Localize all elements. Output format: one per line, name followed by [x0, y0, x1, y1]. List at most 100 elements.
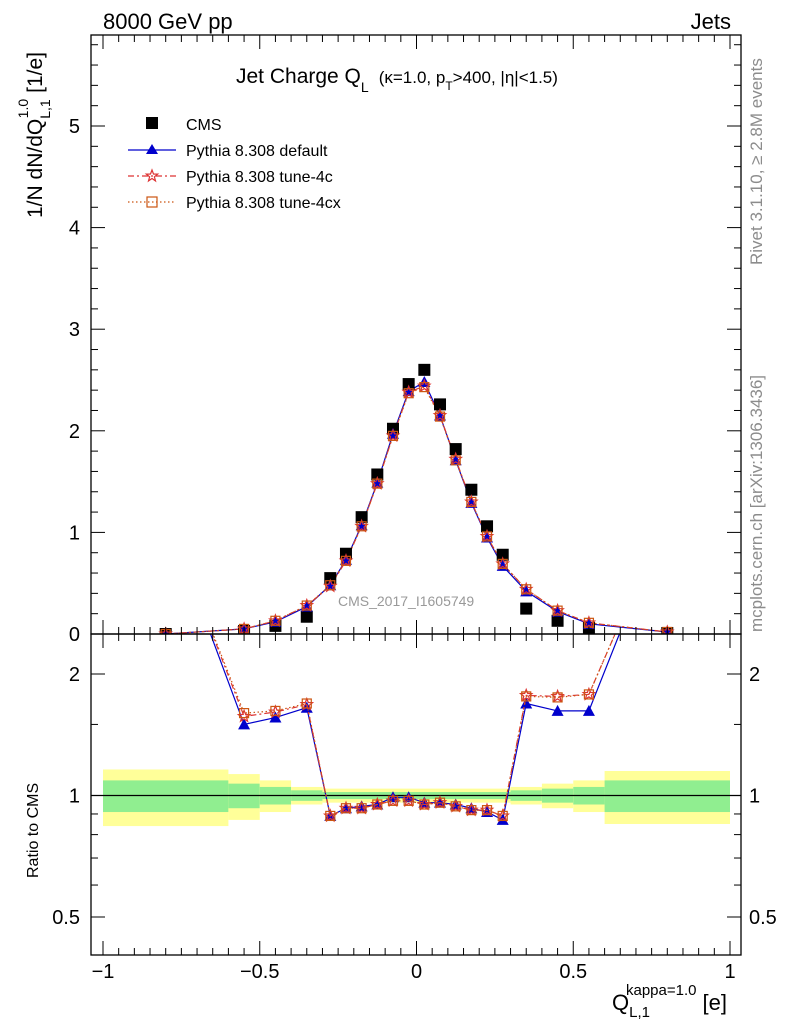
analysis-watermark: CMS_2017_I1605749 — [338, 593, 474, 609]
ratio-point-series-2 — [497, 810, 508, 822]
legend-label-tune4cx: Pythia 8.308 tune-4cx — [186, 195, 341, 212]
ratio-point-series-2 — [356, 803, 367, 814]
ratio-point-series-2 — [466, 805, 477, 816]
plot-title-cuts: (κ=1.0, p — [379, 68, 446, 87]
ratio-point-series-0 — [269, 711, 282, 723]
legend: CMS Pythia 8.308 default Pythia 8.308 tu… — [128, 117, 341, 212]
x-tick-label: −1 — [92, 961, 115, 983]
ratio-y-tick-label: 1 — [69, 786, 80, 808]
plot-title: Jet Charge QL (κ=1.0, pT>400, |η|<1.5) — [236, 65, 558, 95]
main-point-series-0 — [520, 602, 533, 615]
x-axis-label-unit: [e] — [702, 990, 726, 1015]
plot-title-main: Jet Charge Q — [236, 65, 361, 88]
legend-label-default: Pythia 8.308 default — [186, 143, 328, 160]
ratio-point-series-2 — [583, 689, 595, 700]
x-axis-label: QL,1 kappa=1.0 [e] — [612, 982, 727, 1021]
ratio-point-series-2 — [270, 705, 281, 717]
ratio-point-series-2 — [238, 708, 250, 719]
main-point-series-3 — [552, 605, 563, 616]
ratio-point-series-2 — [301, 698, 312, 709]
legend-label-cms: CMS — [186, 117, 222, 134]
main-y-tick-label: 1 — [69, 522, 80, 544]
legend-marker-cms — [146, 117, 158, 129]
ratio-point-series-2 — [325, 810, 336, 822]
main-point-series-3 — [419, 382, 430, 393]
ratio-series-line-1 — [211, 634, 616, 817]
ratio-point-series-0 — [520, 697, 533, 709]
ratio-uncertainty-bands — [103, 769, 730, 827]
main-point-series-3 — [497, 558, 508, 569]
main-y-tick-label: 5 — [69, 116, 80, 138]
ratio-point-series-2 — [403, 795, 414, 806]
legend-marker-tune4cx — [146, 196, 158, 208]
ratio-series-line-0 — [209, 634, 621, 821]
main-point-series-0 — [402, 378, 415, 391]
main-y-tick-label: 2 — [69, 421, 80, 443]
ratio-point-series-2 — [387, 795, 399, 806]
main-point-series-0 — [418, 363, 431, 376]
ratio-y-tick-label-right: 0.5 — [749, 907, 777, 929]
ratio-point-series-2 — [434, 797, 446, 808]
x-axis-label-superscript: kappa=1.0 — [626, 982, 696, 999]
main-point-series-3 — [270, 615, 281, 626]
ratio-y-tick-label: 0.5 — [52, 907, 80, 929]
legend-marker-default — [146, 144, 158, 154]
main-point-series-0 — [300, 610, 313, 623]
ratio-point-series-2 — [552, 692, 563, 703]
main-point-series-3 — [387, 430, 399, 441]
main-point-series-0 — [496, 548, 509, 561]
header-category: Jets — [691, 9, 731, 34]
ratio-y-tick-label-right: 1 — [749, 786, 760, 808]
ratio-point-series-2 — [340, 803, 352, 814]
x-tick-label: −0.5 — [240, 961, 279, 983]
main-point-series-0 — [551, 614, 564, 627]
main-y-axis-label-text: 1/N dN/dQ — [24, 119, 47, 218]
plot-dynamic-layer: 0 1 2 3 4 5 0.5 0.5 1 1 2 2 −1 −0.5 0 0.5 1 — [52, 34, 777, 983]
ratio-point-series-0 — [551, 704, 564, 716]
ratio-y-tick-label-right: 2 — [749, 664, 760, 686]
main-point-series-3 — [340, 555, 352, 566]
main-point-series-3 — [481, 531, 493, 542]
main-y-axis-label-unit: [1/e] — [24, 52, 47, 93]
ratio-band-inner — [103, 780, 229, 813]
main-point-series-3 — [356, 521, 367, 532]
main-point-series-3 — [301, 600, 312, 611]
ratio-point-series-2 — [450, 801, 461, 812]
plot-title-main-subscript: L — [361, 79, 369, 95]
main-point-series-3 — [434, 411, 446, 422]
main-y-tick-label: 4 — [69, 218, 80, 240]
main-point-series-0 — [465, 483, 478, 496]
ratio-series-line-2 — [212, 634, 616, 817]
ratio-point-series-2 — [419, 799, 430, 810]
legend-label-tune4c: Pythia 8.308 tune-4c — [186, 169, 333, 186]
main-point-series-0 — [481, 520, 494, 533]
main-point-series-3 — [372, 478, 383, 489]
ratio-y-tick-label: 2 — [69, 664, 80, 686]
plot-title-cuts-rest: >400, |η|<1.5) — [453, 68, 558, 87]
main-point-series-3 — [325, 580, 336, 591]
main-y-tick-label: 3 — [69, 319, 80, 341]
main-point-series-3 — [466, 496, 477, 508]
main-point-series-0 — [371, 468, 384, 481]
legend-marker-tune4c — [144, 168, 160, 183]
main-y-axis-label: 1/N dN/dQL,1 1.0 [1/e] — [15, 52, 53, 218]
x-tick-label: 0.5 — [559, 961, 587, 983]
ratio-point-series-2 — [372, 799, 383, 810]
ratio-point-series-2 — [481, 805, 493, 816]
ratio-band-inner — [604, 780, 730, 813]
main-y-axis-label-superscript: 1.0 — [15, 99, 31, 119]
main-point-series-0 — [355, 511, 368, 524]
main-point-series-0 — [449, 443, 462, 456]
x-tick-label: 0 — [411, 961, 422, 983]
x-tick-label: 1 — [724, 961, 735, 983]
ratio-series-layer — [209, 634, 621, 825]
ratio-point-series-0 — [496, 813, 509, 825]
main-y-tick-label: 0 — [69, 624, 80, 646]
header-energy: 8000 GeV pp — [103, 9, 233, 34]
ratio-point-series-2 — [521, 691, 532, 702]
main-point-series-3 — [521, 584, 532, 595]
ratio-point-series-0 — [238, 718, 251, 730]
main-point-series-3 — [450, 455, 461, 466]
mcplots-reference-label: mcplots.cern.ch [arXiv:1306.3436] — [747, 375, 766, 632]
